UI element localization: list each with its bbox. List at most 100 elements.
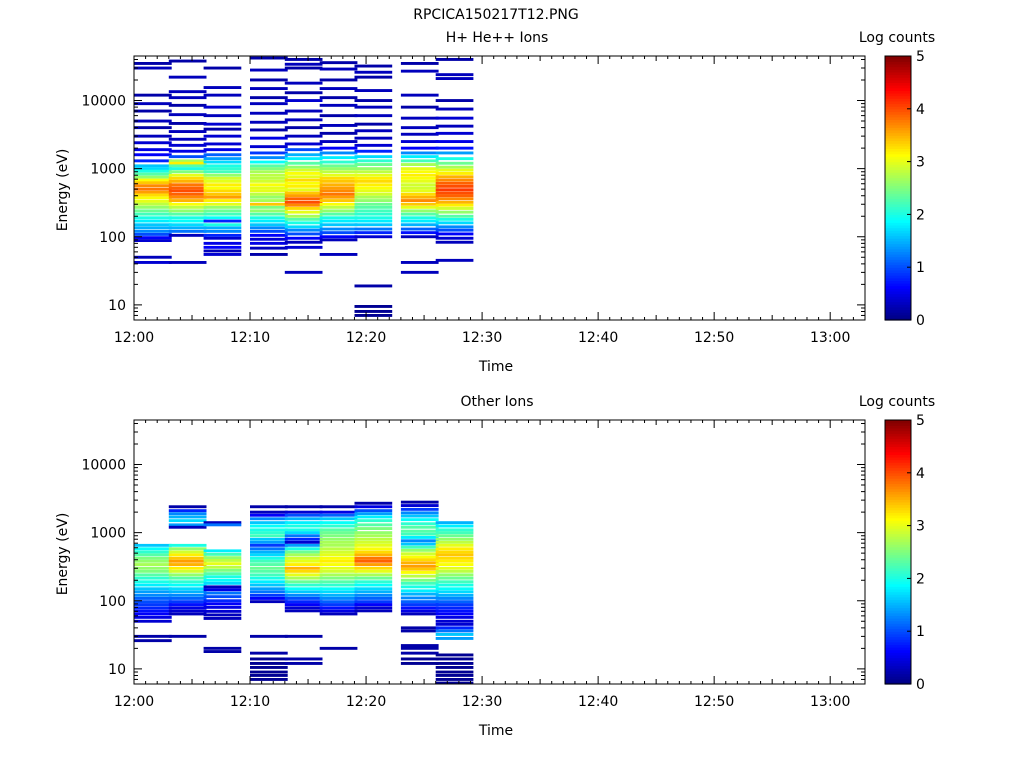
heatmap-cell <box>203 205 242 209</box>
heatmap-cell <box>354 600 393 604</box>
heatmap-cell <box>168 569 207 573</box>
heatmap-cell <box>284 510 323 514</box>
colorbar-segment <box>885 604 911 609</box>
colorbar-segment <box>885 95 911 99</box>
colorbar-segment <box>885 151 911 155</box>
heatmap-cell <box>250 176 288 180</box>
heatmap-cell <box>284 188 323 192</box>
panel-other-ions: Other Ions 12:00 12:10 12:20 12:30 12:40 12:5… <box>55 394 935 739</box>
heatmap-cell <box>284 168 323 172</box>
heatmap-cell <box>250 513 288 517</box>
heatmap-cell <box>168 122 207 125</box>
colorbar-segment <box>885 317 911 321</box>
heatmap-cell <box>319 170 358 174</box>
heatmap-cell <box>354 114 393 118</box>
colorbar-segment <box>885 420 911 424</box>
heatmap-cell <box>203 226 242 230</box>
colorbar-segment <box>885 195 911 200</box>
colorbar-segment <box>885 654 911 659</box>
colorbar-segment <box>885 161 911 165</box>
heatmap-cell <box>319 223 358 227</box>
colorbar-segment <box>885 668 911 672</box>
heatmap-cell <box>168 212 207 216</box>
heatmap-cell <box>400 504 439 507</box>
heatmap-cell <box>250 662 288 665</box>
heatmap-cell <box>250 634 288 638</box>
colorbar-tick-label: 2 <box>916 207 925 223</box>
heatmap-cell <box>250 593 288 597</box>
heatmap-cell <box>168 205 207 209</box>
colorbar-segment <box>885 427 911 432</box>
heatmap-cell <box>319 151 358 155</box>
heatmap-cell <box>435 207 474 210</box>
heatmap-cell <box>354 179 393 183</box>
heatmap-cell <box>319 238 358 242</box>
heatmap-cell <box>319 253 358 256</box>
colorbar-segment <box>885 462 911 466</box>
colorbar-segment <box>885 670 911 675</box>
heatmap-cell <box>354 543 393 547</box>
heatmap-cell <box>250 505 288 509</box>
heatmap-cell <box>319 600 358 604</box>
colorbar-segment <box>885 85 911 89</box>
heatmap-cell <box>319 576 358 580</box>
colorbar-segment <box>885 269 911 274</box>
heatmap-cell <box>284 662 323 665</box>
heatmap-cell <box>284 587 323 591</box>
heatmap-cell <box>168 90 207 94</box>
heatmap-cell <box>435 194 474 198</box>
heatmap-cell <box>435 146 474 150</box>
heatmap-cell <box>203 575 242 579</box>
colorbar-segment <box>885 565 911 569</box>
heatmap-cell <box>435 521 474 525</box>
heatmap-cell <box>250 223 288 227</box>
heatmap-cell <box>203 212 242 216</box>
heatmap-cell <box>134 556 172 560</box>
x-tick-label: 12:40 <box>578 694 618 710</box>
heatmap-cell <box>250 151 288 155</box>
colorbar-segment <box>885 480 911 484</box>
heatmap-cell <box>134 148 172 152</box>
heatmap-cell <box>319 553 358 557</box>
heatmap-cell <box>203 223 242 227</box>
colorbar-segment <box>885 87 911 91</box>
colorbar-segment <box>885 636 911 640</box>
colorbar-frame <box>884 55 912 321</box>
colorbar-segment <box>885 647 911 651</box>
x-tick-label: 12:10 <box>230 330 270 346</box>
colorbar-segment <box>885 504 911 508</box>
colorbar-segment <box>885 665 911 669</box>
colorbar-segment <box>885 106 911 110</box>
heatmap-cell <box>134 184 172 188</box>
heatmap-cell <box>203 86 242 89</box>
heatmap-cell <box>284 194 323 198</box>
heatmap-cell <box>203 216 242 220</box>
heatmap-cell <box>250 145 288 149</box>
colorbar-segment <box>885 58 911 62</box>
heatmap-cell <box>284 531 323 535</box>
colorbar-segment <box>885 470 911 474</box>
heatmap-cell <box>400 529 439 533</box>
heatmap-cell <box>168 634 207 638</box>
colorbar-segment <box>885 464 911 469</box>
heatmap-cell <box>354 609 393 613</box>
heatmap-cell <box>168 192 207 196</box>
heatmap-cell <box>250 590 288 594</box>
heatmap-cell <box>354 523 393 527</box>
heatmap-cell <box>203 195 242 199</box>
colorbar-segment <box>885 443 911 447</box>
heatmap-cell <box>400 514 439 518</box>
heatmap-cell <box>435 593 474 597</box>
colorbar-segment <box>885 301 911 305</box>
y-tick-label: 10 <box>108 662 126 678</box>
heatmap-cell <box>354 576 393 580</box>
heatmap-cell <box>203 568 242 572</box>
heatmap-cell <box>284 217 323 221</box>
panel-1-plot-frame <box>133 55 866 321</box>
heatmap-cell <box>284 181 323 185</box>
heatmap-cell <box>134 559 172 563</box>
heatmap-cell <box>354 183 393 187</box>
heatmap-cell <box>435 161 474 165</box>
colorbar-segment <box>885 92 911 97</box>
heatmap-cell <box>400 644 439 647</box>
